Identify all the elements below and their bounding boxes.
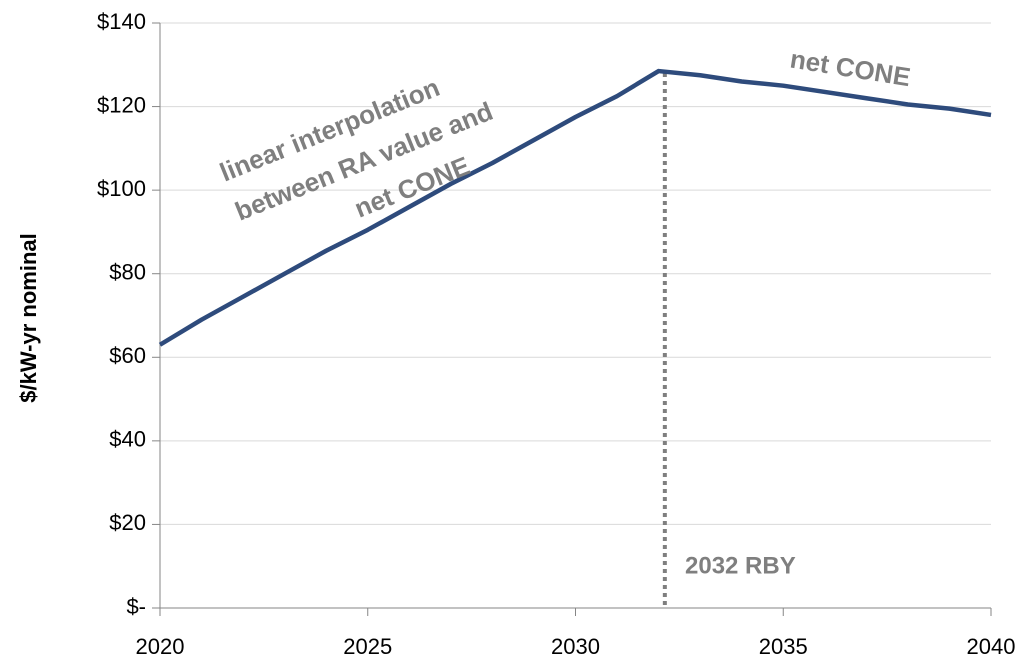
y-tick-label: $140: [97, 9, 146, 34]
y-tick-label: $40: [109, 427, 146, 452]
x-tick-label: 2025: [343, 634, 392, 659]
y-tick-label: $20: [109, 510, 146, 535]
x-tick-label: 2030: [551, 634, 600, 659]
y-tick-label: $100: [97, 176, 146, 201]
y-tick-label: $60: [109, 343, 146, 368]
vline-label: 2032 RBY: [685, 552, 796, 579]
x-tick-label: 2040: [967, 634, 1016, 659]
x-tick-label: 2020: [136, 634, 185, 659]
y-tick-label: $80: [109, 260, 146, 285]
y-tick-label: $120: [97, 92, 146, 117]
series-line: [158, 68, 992, 347]
y-axis-title: $/kW-yr nominal: [16, 233, 41, 402]
plot-area: $- $20 $40 $60 $80 $100 $120 $140 2020 2025 2030 20…: [97, 9, 1015, 659]
annotation: net CONE: [788, 44, 913, 93]
x-tick-label: 2035: [759, 634, 808, 659]
y-tick-label: $-: [126, 594, 146, 619]
